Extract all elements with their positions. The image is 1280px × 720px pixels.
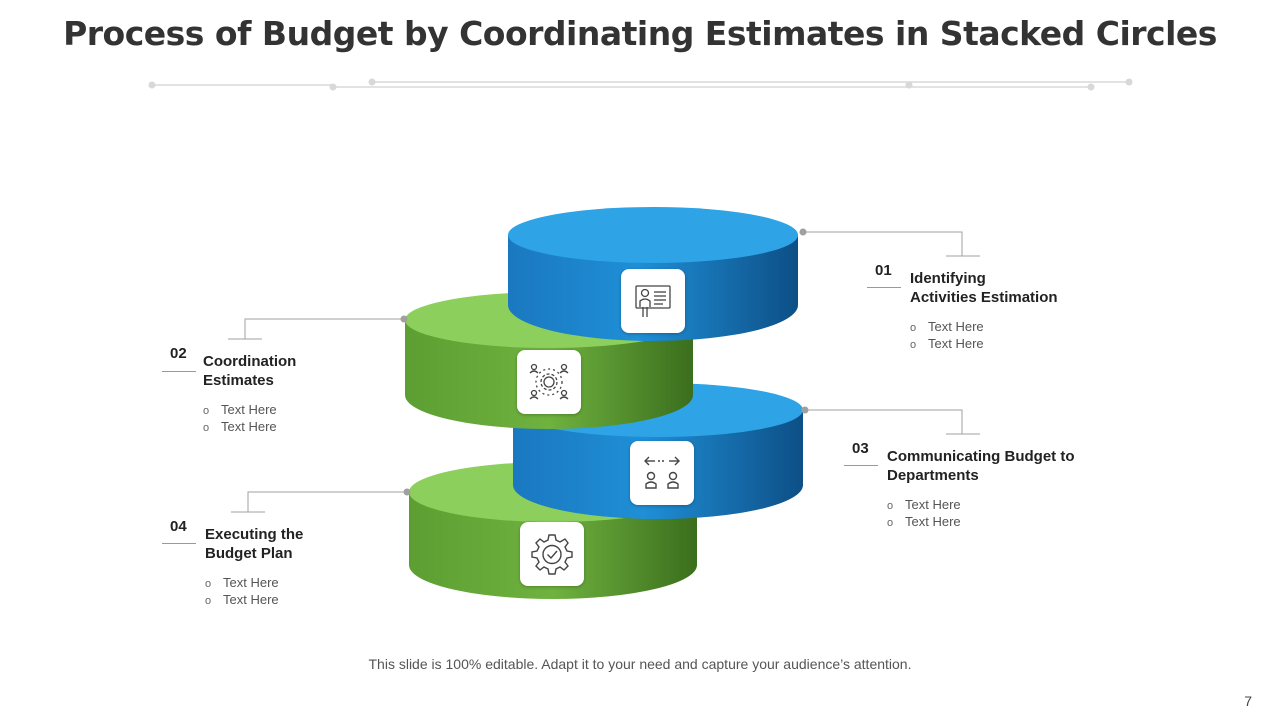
presentation-person-icon xyxy=(621,269,685,333)
connector-01 xyxy=(799,228,980,257)
people-exchange-icon xyxy=(630,441,694,505)
step-03-title: Communicating Budget to Departments xyxy=(887,447,1075,485)
step-01-title-line2: Activities Estimation xyxy=(910,289,1058,306)
step-02-divider xyxy=(162,371,196,372)
list-item: Text Here xyxy=(205,592,279,609)
list-item: Text Here xyxy=(205,575,279,592)
title-divider xyxy=(148,78,1133,91)
page-number: 7 xyxy=(1244,693,1252,709)
step-02-title: Coordination Estimates xyxy=(203,352,296,390)
step-02-bullets: Text Here Text Here xyxy=(203,402,277,436)
team-gear-icon xyxy=(517,350,581,414)
step-04-title-line1: Executing the xyxy=(205,526,304,543)
step-03-title-line2: Departments xyxy=(887,467,979,484)
step-04-title-line2: Budget Plan xyxy=(205,545,293,562)
list-item: Text Here xyxy=(203,419,277,436)
step-04-number: 04 xyxy=(170,518,187,535)
step-03-number: 03 xyxy=(852,440,869,457)
slide-title: Process of Budget by Coordinating Estima… xyxy=(63,14,1217,53)
step-04-divider xyxy=(162,543,196,544)
step-02-number: 02 xyxy=(170,345,187,362)
step-01-title-line1: Identifying xyxy=(910,270,986,287)
list-item: Text Here xyxy=(203,402,277,419)
list-item: Text Here xyxy=(910,319,984,336)
connector-03 xyxy=(801,406,980,435)
connector-04 xyxy=(231,488,411,513)
step-03-divider xyxy=(844,465,878,466)
step-01-divider xyxy=(867,287,901,288)
connector-02 xyxy=(228,315,408,340)
step-01-title: Identifying Activities Estimation xyxy=(910,269,1058,307)
step-03-title-line1: Communicating Budget to xyxy=(887,448,1075,465)
step-04-title: Executing the Budget Plan xyxy=(205,525,303,563)
step-01-bullets: Text Here Text Here xyxy=(910,319,984,353)
list-item: Text Here xyxy=(887,497,961,514)
step-03-bullets: Text Here Text Here xyxy=(887,497,961,531)
step-04-bullets: Text Here Text Here xyxy=(205,575,279,609)
list-item: Text Here xyxy=(887,514,961,531)
gear-check-icon xyxy=(520,522,584,586)
step-01-number: 01 xyxy=(875,262,892,279)
footer-note: This slide is 100% editable. Adapt it to… xyxy=(368,656,912,672)
step-02-title-line2: Estimates xyxy=(203,372,274,389)
list-item: Text Here xyxy=(910,336,984,353)
step-02-title-line1: Coordination xyxy=(203,353,297,370)
